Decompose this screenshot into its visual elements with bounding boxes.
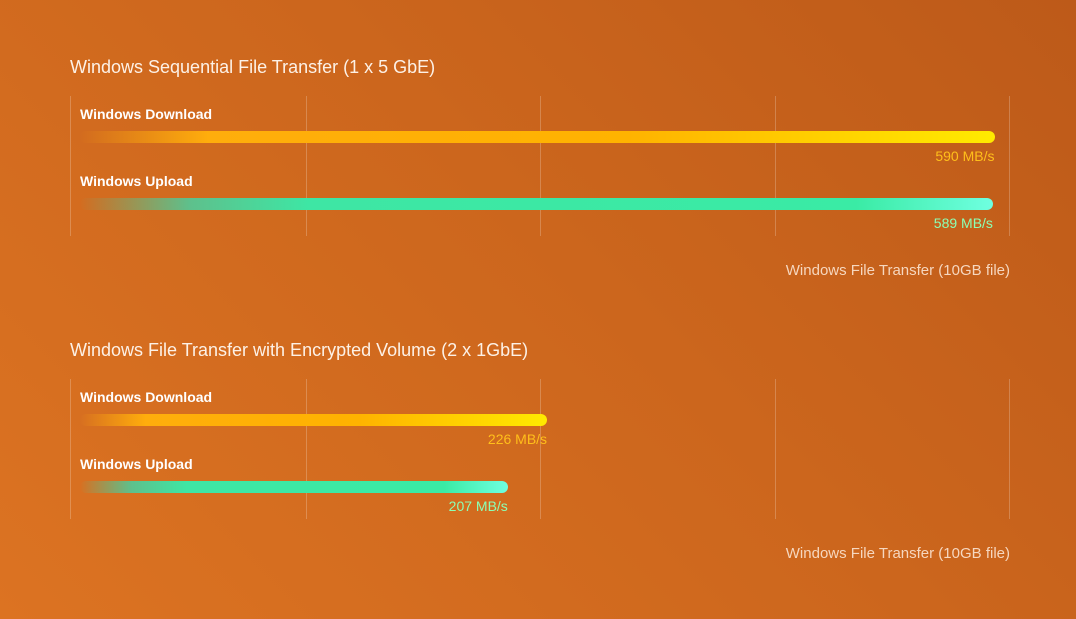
bar-value-label: 226 MB/s	[487, 431, 548, 447]
chart-title: Windows File Transfer with Encrypted Vol…	[70, 340, 529, 360]
bar-row-download: Windows Download 590 MB/s	[70, 96, 1010, 164]
bar-windows-download	[80, 131, 995, 143]
bar-row-download: Windows Download 226 MB/s	[70, 379, 1010, 447]
chart-footnote: Windows File Transfer (10GB file)	[785, 262, 1010, 279]
grid-line	[70, 96, 71, 236]
grid-line	[1009, 379, 1010, 519]
grid-line	[1009, 96, 1010, 236]
grid-line	[540, 379, 541, 519]
bar-value-label: 590 MB/s	[935, 148, 995, 164]
bar-value-label: 589 MB/s	[933, 215, 993, 231]
chart-title: Windows Sequential File Transfer (1 x 5 …	[70, 57, 436, 77]
bar-label: Windows Upload	[80, 456, 193, 472]
plot-area: Windows Download 590 MB/s Windows Upload…	[70, 96, 1010, 236]
plot-area: Windows Download 226 MB/s Windows Upload…	[70, 379, 1010, 519]
chart-section-encrypted: Windows File Transfer with Encrypted Vol…	[70, 335, 1010, 562]
grid-line	[306, 379, 307, 519]
bar-row-upload: Windows Upload 207 MB/s	[70, 446, 1010, 514]
bar-label: Windows Download	[80, 389, 213, 405]
bar-value-label: 207 MB/s	[448, 498, 508, 514]
chart-section-sequential: Windows Sequential File Transfer (1 x 5 …	[70, 52, 1010, 279]
grid-line	[775, 96, 776, 236]
grid-line	[70, 379, 71, 519]
grid-line	[540, 96, 541, 236]
bar-row-upload: Windows Upload 589 MB/s	[70, 163, 1010, 231]
grid-line	[775, 379, 776, 519]
grid-line	[306, 96, 307, 236]
bar-windows-download	[80, 414, 548, 426]
bar-label: Windows Upload	[80, 173, 193, 189]
bar-windows-upload	[80, 481, 508, 493]
bar-label: Windows Download	[80, 106, 213, 122]
chart-footnote: Windows File Transfer (10GB file)	[785, 545, 1010, 562]
bar-windows-upload	[80, 198, 993, 210]
